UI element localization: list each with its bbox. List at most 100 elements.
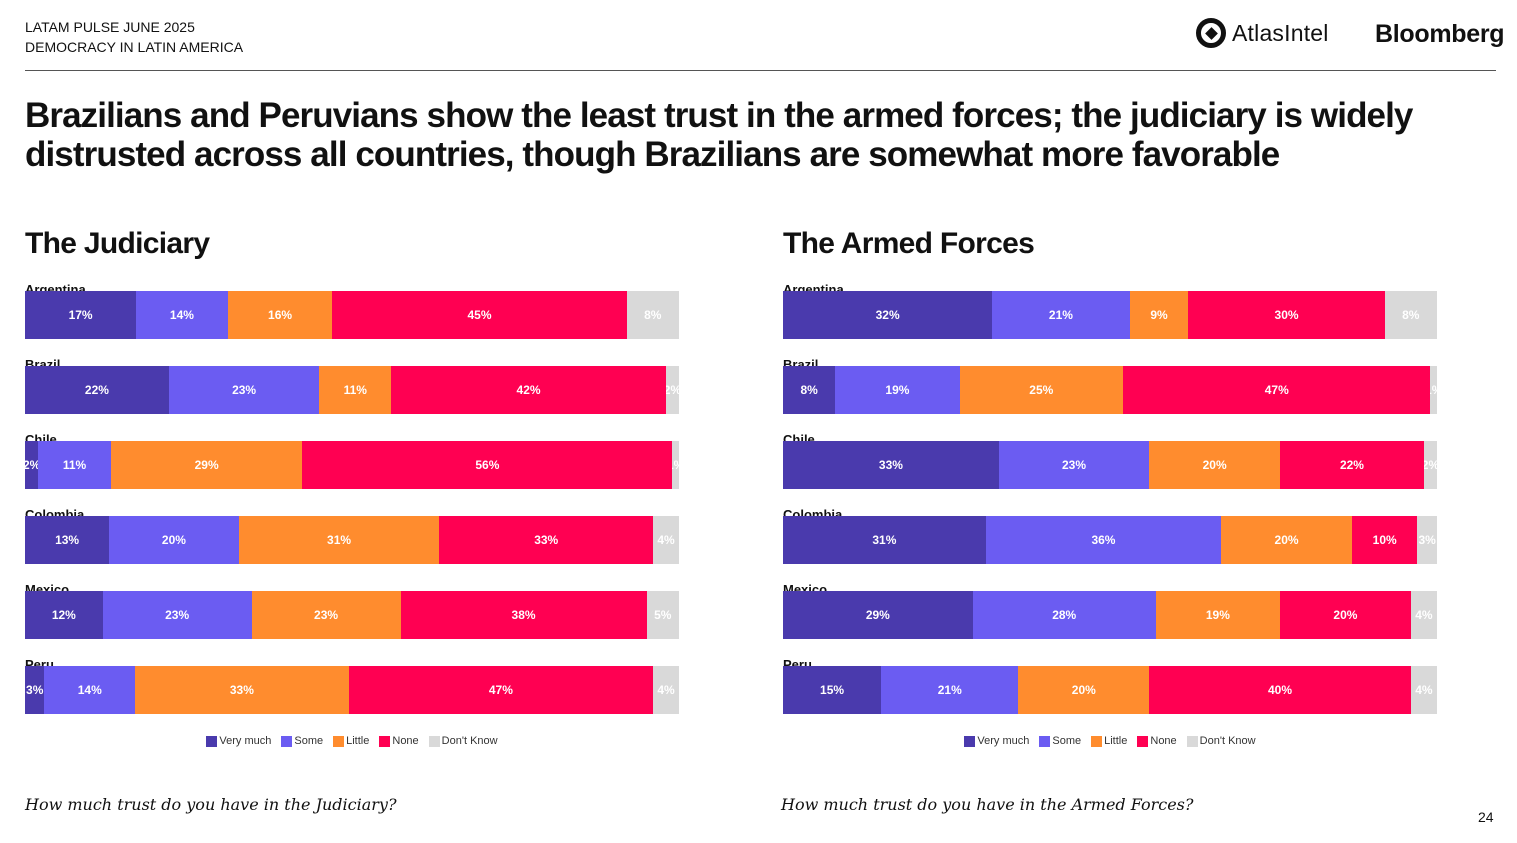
legend-label: Some <box>1052 735 1082 747</box>
stacked-bar: 13% 20% 31% 33% 4% <box>25 516 679 564</box>
bar-segment-don-t-know: 4% <box>653 516 679 564</box>
data-label: 38% <box>511 608 536 622</box>
legend-label: Little <box>346 735 370 747</box>
data-label: 36% <box>1091 533 1116 547</box>
bar-segment-very-much: 13% <box>25 516 110 564</box>
legend-swatch <box>1137 735 1149 747</box>
legend-swatch <box>379 735 391 747</box>
bar-row-argentina: Argentina 17% 14% 16% 45% 8% <box>25 282 685 357</box>
bloomberg-logo: Bloomberg <box>1375 20 1505 48</box>
data-label: 15% <box>820 683 845 697</box>
bar-segment-little: 25% <box>959 366 1124 414</box>
data-label: 23% <box>314 608 339 622</box>
legend-label: Very much <box>977 735 1030 747</box>
bar-segment-very-much: 3% <box>25 666 45 714</box>
bar-row-colombia: Colombia 13% 20% 31% 33% 4% <box>25 507 685 582</box>
data-label: 19% <box>885 383 910 397</box>
legend-item-very-much: Very much <box>206 735 271 747</box>
data-label: 28% <box>1052 608 1077 622</box>
bar-segment-don-t-know: 8% <box>1384 291 1437 339</box>
report-topic: DEMOCRACY IN LATIN AMERICA <box>25 39 244 55</box>
judiciary-question: How much trust do you have in the Judici… <box>25 795 397 814</box>
atlasintel-mark-icon <box>1196 18 1226 48</box>
bar-segment-some: 21% <box>881 666 1019 714</box>
data-label: 33% <box>229 683 254 697</box>
header-divider <box>25 70 1496 71</box>
data-label: 33% <box>878 458 903 472</box>
bar-segment-little: 20% <box>1018 666 1150 714</box>
bar-segment-very-much: 17% <box>25 291 137 339</box>
bar-segment-none: 30% <box>1188 291 1385 339</box>
bar-segment-none: 56% <box>302 441 673 489</box>
bar-segment-none: 22% <box>1280 441 1424 489</box>
bar-segment-very-much: 31% <box>783 516 986 564</box>
data-label: 17% <box>68 308 93 322</box>
chart-title: The Armed Forces <box>783 227 1035 260</box>
bar-segment-very-much: 33% <box>783 441 999 489</box>
legend-swatch <box>428 735 440 747</box>
data-label: 29% <box>194 458 219 472</box>
data-label: 32% <box>875 308 900 322</box>
bar-segment-none: 10% <box>1351 516 1418 564</box>
legend-item-some: Some <box>281 735 323 747</box>
bar-segment-none: 42% <box>391 366 666 414</box>
bar-segment-don-t-know: 4% <box>1410 666 1437 714</box>
bar-row-peru: Peru 3% 14% 33% 47% 4% <box>25 657 685 732</box>
data-label: 20% <box>1274 533 1299 547</box>
data-label: 23% <box>1062 458 1087 472</box>
data-label: 8% <box>644 308 662 322</box>
bar-segment-very-much: 15% <box>783 666 882 714</box>
legend-item-don-t-know: Don't Know <box>1186 735 1256 747</box>
bar-segment-little: 23% <box>251 591 401 639</box>
data-label: 42% <box>516 383 541 397</box>
data-label: 47% <box>1264 383 1289 397</box>
chart-rows: Argentina 17% 14% 16% 45% 8% Brazil 22% 23% 11% 42… <box>25 282 685 732</box>
bar-segment-none: 20% <box>1280 591 1411 639</box>
bar-row-peru: Peru 15% 21% 20% 40% 4% <box>783 657 1443 732</box>
bar-row-mexico: Mexico 29% 28% 19% 20% 4% <box>783 582 1443 657</box>
data-label: 45% <box>467 308 492 322</box>
data-label: 23% <box>165 608 190 622</box>
legend-label: None <box>392 735 419 747</box>
legend-swatch <box>964 735 976 747</box>
stacked-bar: 3% 14% 33% 47% 4% <box>25 666 679 714</box>
data-label: 22% <box>84 383 109 397</box>
report-header: LATAM PULSE JUNE 2025 DEMOCRACY IN LATIN… <box>25 17 243 57</box>
chart-legend: Very much Some Little None Don't Know <box>25 735 679 747</box>
bar-segment-some: 11% <box>38 441 111 489</box>
legend-item-little: Little <box>1091 735 1127 747</box>
data-label: 8% <box>800 383 818 397</box>
bar-segment-none: 45% <box>332 291 627 339</box>
bar-segment-don-t-know: 3% <box>1417 516 1437 564</box>
data-label: 1% <box>672 458 679 472</box>
legend-item-little: Little <box>333 735 369 747</box>
bar-segment-little: 29% <box>110 441 303 489</box>
stacked-bar: 33% 23% 20% 22% 2% <box>783 441 1437 489</box>
legend-swatch <box>281 735 293 747</box>
data-label: 21% <box>937 683 962 697</box>
legend-swatch <box>1039 735 1051 747</box>
stacked-bar: 15% 21% 20% 40% 4% <box>783 666 1437 714</box>
data-label: 14% <box>169 308 194 322</box>
data-label: 3% <box>1418 533 1436 547</box>
armed-forces-chart: The Armed Forces Argentina 32% 21% 9% 30% 8% B… <box>783 224 1443 747</box>
data-label: 2% <box>665 383 679 397</box>
data-label: 30% <box>1274 308 1299 322</box>
data-label: 21% <box>1048 308 1073 322</box>
bar-segment-none: 47% <box>348 666 654 714</box>
bar-segment-very-much: 2% <box>25 441 39 489</box>
bar-segment-very-much: 29% <box>783 591 973 639</box>
bar-row-colombia: Colombia 31% 36% 20% 10% 3% <box>783 507 1443 582</box>
judiciary-chart: The Judiciary Argentina 17% 14% 16% 45% 8% Bra… <box>25 224 685 747</box>
data-label: 56% <box>475 458 500 472</box>
data-label: 16% <box>268 308 293 322</box>
stacked-bar: 31% 36% 20% 10% 3% <box>783 516 1437 564</box>
data-label: 14% <box>77 683 102 697</box>
data-label: 11% <box>62 458 87 472</box>
bar-segment-some: 23% <box>168 366 320 414</box>
data-label: 31% <box>872 533 897 547</box>
legend-item-very-much: Very much <box>964 735 1029 747</box>
